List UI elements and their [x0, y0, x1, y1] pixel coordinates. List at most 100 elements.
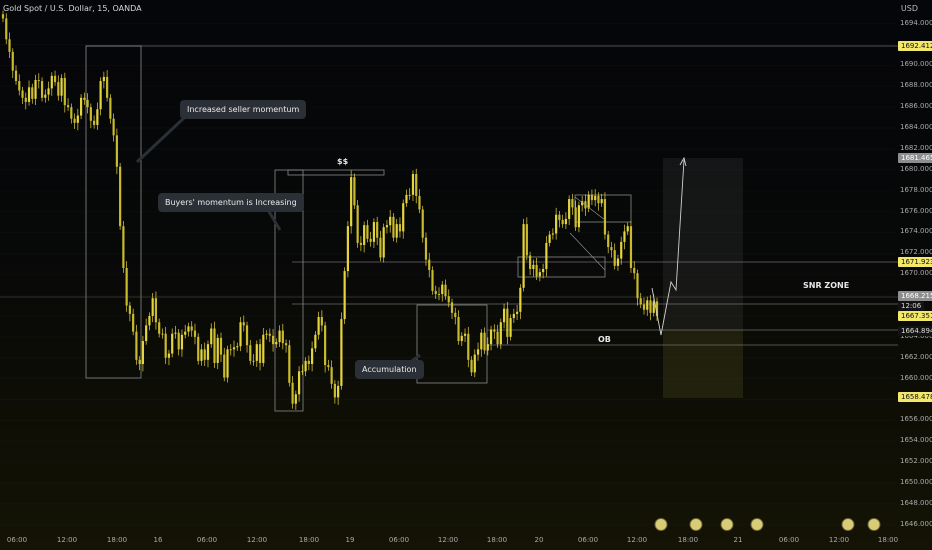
callout-seller-momentum[interactable]: Increased seller momentum	[180, 100, 307, 119]
candle-body	[398, 224, 402, 232]
candle	[590, 189, 594, 206]
candle	[437, 287, 441, 301]
candle	[613, 243, 616, 270]
candle-body	[642, 304, 646, 310]
economic-event-icon[interactable]	[689, 518, 703, 531]
candle-body	[135, 331, 138, 360]
candle-body	[50, 75, 53, 89]
candle-body	[73, 118, 76, 123]
candle	[297, 366, 301, 402]
candle	[646, 296, 649, 316]
candle-body	[389, 216, 392, 226]
candle	[93, 115, 96, 129]
candle-body	[161, 333, 164, 335]
candle-body	[184, 331, 187, 335]
time-tick: 12:00	[437, 536, 459, 544]
candle-body	[128, 305, 131, 314]
liquidity-box[interactable]	[287, 169, 385, 176]
candle-body	[590, 194, 594, 201]
pattern-box[interactable]	[574, 194, 632, 223]
candle-body	[284, 343, 288, 346]
candle-body	[213, 328, 216, 363]
candle	[424, 232, 428, 266]
candle-body	[561, 219, 564, 225]
candle	[574, 200, 577, 231]
candle-body	[639, 298, 642, 305]
candle-body	[366, 225, 369, 239]
candle-body	[594, 195, 597, 201]
candle	[317, 311, 320, 340]
price-tick: 1694.000	[900, 18, 932, 27]
candle	[502, 303, 506, 329]
candle	[555, 207, 558, 240]
candle-body	[620, 241, 623, 259]
candle	[314, 331, 317, 352]
candle	[369, 231, 372, 247]
candle-body	[271, 335, 275, 345]
candle	[197, 333, 200, 365]
candle	[249, 339, 252, 365]
candle-body	[499, 322, 502, 345]
economic-event-icon[interactable]	[841, 518, 855, 531]
time-tick: 12:00	[246, 536, 268, 544]
candle-body	[340, 319, 343, 386]
price-tick: 1672.000	[900, 248, 932, 257]
consolidation-box[interactable]	[517, 256, 606, 278]
ob-label: OB	[598, 335, 611, 344]
projection-path	[651, 159, 685, 336]
candle-body	[232, 347, 236, 350]
candle	[428, 252, 431, 278]
candle	[454, 307, 457, 325]
price-tick: 1684.000	[900, 123, 932, 132]
candle	[76, 108, 79, 131]
candle-body	[44, 94, 47, 98]
economic-event-icon[interactable]	[867, 518, 881, 531]
candle-body	[441, 284, 444, 295]
candle	[268, 328, 271, 342]
callout-accumulation[interactable]: Accumulation	[355, 360, 424, 379]
candle	[408, 188, 411, 200]
economic-event-icon[interactable]	[750, 518, 764, 531]
price-tick: 1690.000	[900, 60, 932, 69]
candle-body	[476, 349, 480, 355]
economic-event-icon[interactable]	[654, 518, 668, 531]
stop-zone[interactable]	[663, 330, 743, 398]
candle	[655, 297, 659, 321]
candle	[431, 266, 434, 295]
candle-body	[392, 216, 395, 238]
candle	[594, 189, 597, 207]
candle-body	[395, 224, 398, 238]
candle	[184, 324, 187, 339]
candle-body	[8, 39, 11, 52]
candle-body	[219, 337, 223, 355]
candle	[607, 230, 610, 254]
candle-body	[460, 335, 463, 342]
candle-body	[616, 258, 620, 266]
candle	[174, 325, 177, 339]
callout-buyers-momentum[interactable]: Buyers' momentum is Increasing	[158, 193, 304, 212]
candle	[558, 211, 561, 228]
candle	[21, 86, 24, 104]
symbol-title[interactable]: Gold Spot / U.S. Dollar, 15, OANDA	[3, 4, 142, 13]
candle	[34, 74, 37, 105]
price-tick: 1676.000	[900, 206, 932, 215]
price-tick: 1686.000	[900, 102, 932, 111]
candle-body	[428, 259, 431, 271]
candle-body	[330, 367, 333, 384]
candle	[603, 192, 607, 240]
candle-body	[548, 234, 551, 243]
candle-body	[382, 227, 385, 258]
price-tick: 1652.000	[900, 457, 932, 466]
candle-body	[369, 238, 372, 242]
time-tick: 18:00	[106, 536, 128, 544]
candle	[581, 195, 584, 212]
candle	[177, 329, 180, 356]
candle	[568, 195, 571, 226]
candle-body	[411, 173, 415, 195]
candle	[515, 305, 519, 321]
candle-body	[239, 322, 242, 347]
economic-event-icon[interactable]	[720, 518, 734, 531]
target-zone[interactable]	[663, 158, 743, 330]
candle-body	[623, 231, 626, 242]
